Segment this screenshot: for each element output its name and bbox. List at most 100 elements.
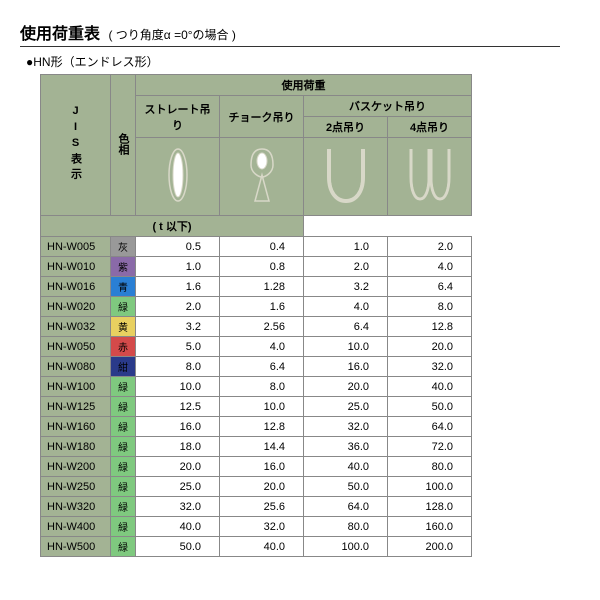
val-2pt: 25.0 — [304, 397, 388, 417]
val-2pt: 10.0 — [304, 337, 388, 357]
jis-cell: HN-W100 — [41, 377, 111, 397]
val-straight: 10.0 — [136, 377, 220, 397]
val-choke: 32.0 — [220, 517, 304, 537]
table-row: HN-W320 緑 32.0 25.6 64.0 128.0 — [41, 497, 472, 517]
jis-cell: HN-W020 — [41, 297, 111, 317]
col-2pt: 2点吊り — [304, 117, 388, 138]
val-straight: 16.0 — [136, 417, 220, 437]
color-cell: 灰 — [111, 237, 136, 257]
val-4pt: 4.0 — [388, 257, 472, 277]
val-2pt: 16.0 — [304, 357, 388, 377]
table-row: HN-W500 緑 50.0 40.0 100.0 200.0 — [41, 537, 472, 557]
jis-cell: HN-W500 — [41, 537, 111, 557]
val-straight: 1.0 — [136, 257, 220, 277]
table-row: HN-W080 紺 8.0 6.4 16.0 32.0 — [41, 357, 472, 377]
val-4pt: 80.0 — [388, 457, 472, 477]
table-row: HN-W020 緑 2.0 1.6 4.0 8.0 — [41, 297, 472, 317]
val-2pt: 40.0 — [304, 457, 388, 477]
table-row: HN-W200 緑 20.0 16.0 40.0 80.0 — [41, 457, 472, 477]
val-2pt: 32.0 — [304, 417, 388, 437]
val-4pt: 72.0 — [388, 437, 472, 457]
val-straight: 0.5 — [136, 237, 220, 257]
col-color: 色相 — [111, 75, 136, 216]
val-4pt: 64.0 — [388, 417, 472, 437]
val-straight: 50.0 — [136, 537, 220, 557]
val-straight: 12.5 — [136, 397, 220, 417]
val-choke: 20.0 — [220, 477, 304, 497]
unit-row: ( t 以下) — [41, 216, 304, 237]
icon-straight — [136, 138, 220, 216]
col-load: 使用荷重 — [136, 75, 472, 96]
table-row: HN-W160 緑 16.0 12.8 32.0 64.0 — [41, 417, 472, 437]
val-choke: 0.4 — [220, 237, 304, 257]
col-4pt: 4点吊り — [388, 117, 472, 138]
val-straight: 32.0 — [136, 497, 220, 517]
icon-choke — [220, 138, 304, 216]
val-4pt: 50.0 — [388, 397, 472, 417]
val-straight: 5.0 — [136, 337, 220, 357]
val-choke: 16.0 — [220, 457, 304, 477]
val-choke: 40.0 — [220, 537, 304, 557]
val-4pt: 8.0 — [388, 297, 472, 317]
color-cell: 紺 — [111, 357, 136, 377]
val-2pt: 64.0 — [304, 497, 388, 517]
type-label: ●HN形（エンドレス形） — [26, 53, 580, 70]
val-2pt: 3.2 — [304, 277, 388, 297]
val-2pt: 6.4 — [304, 317, 388, 337]
table-row: HN-W050 赤 5.0 4.0 10.0 20.0 — [41, 337, 472, 357]
val-2pt: 36.0 — [304, 437, 388, 457]
icon-basket2 — [304, 138, 388, 216]
val-2pt: 2.0 — [304, 257, 388, 277]
color-cell: 黄 — [111, 317, 136, 337]
table-row: HN-W250 緑 25.0 20.0 50.0 100.0 — [41, 477, 472, 497]
val-2pt: 4.0 — [304, 297, 388, 317]
color-cell: 緑 — [111, 477, 136, 497]
table-row: HN-W010 紫 1.0 0.8 2.0 4.0 — [41, 257, 472, 277]
val-4pt: 6.4 — [388, 277, 472, 297]
table-row: HN-W100 緑 10.0 8.0 20.0 40.0 — [41, 377, 472, 397]
jis-cell: HN-W400 — [41, 517, 111, 537]
load-table: JIS表示 色相 使用荷重 ストレート吊り チョーク吊り バスケット吊り 2点吊… — [40, 74, 472, 557]
page-title: 使用荷重表 — [20, 26, 100, 43]
col-choke: チョーク吊り — [220, 96, 304, 138]
table-row: HN-W005 灰 0.5 0.4 1.0 2.0 — [41, 237, 472, 257]
jis-cell: HN-W010 — [41, 257, 111, 277]
val-straight: 1.6 — [136, 277, 220, 297]
col-straight: ストレート吊り — [136, 96, 220, 138]
color-cell: 緑 — [111, 377, 136, 397]
val-straight: 40.0 — [136, 517, 220, 537]
val-straight: 2.0 — [136, 297, 220, 317]
color-cell: 緑 — [111, 537, 136, 557]
jis-cell: HN-W080 — [41, 357, 111, 377]
icon-basket4 — [388, 138, 472, 216]
table-row: HN-W032 黄 3.2 2.56 6.4 12.8 — [41, 317, 472, 337]
val-4pt: 12.8 — [388, 317, 472, 337]
val-straight: 20.0 — [136, 457, 220, 477]
val-4pt: 20.0 — [388, 337, 472, 357]
jis-cell: HN-W032 — [41, 317, 111, 337]
jis-cell: HN-W125 — [41, 397, 111, 417]
val-straight: 25.0 — [136, 477, 220, 497]
val-4pt: 128.0 — [388, 497, 472, 517]
val-choke: 10.0 — [220, 397, 304, 417]
val-straight: 8.0 — [136, 357, 220, 377]
jis-cell: HN-W050 — [41, 337, 111, 357]
val-choke: 1.28 — [220, 277, 304, 297]
val-choke: 2.56 — [220, 317, 304, 337]
val-choke: 6.4 — [220, 357, 304, 377]
table-row: HN-W125 緑 12.5 10.0 25.0 50.0 — [41, 397, 472, 417]
color-cell: 緑 — [111, 497, 136, 517]
val-choke: 8.0 — [220, 377, 304, 397]
jis-cell: HN-W016 — [41, 277, 111, 297]
val-2pt: 1.0 — [304, 237, 388, 257]
val-4pt: 2.0 — [388, 237, 472, 257]
val-2pt: 100.0 — [304, 537, 388, 557]
val-choke: 1.6 — [220, 297, 304, 317]
val-2pt: 20.0 — [304, 377, 388, 397]
color-cell: 緑 — [111, 457, 136, 477]
title-block: 使用荷重表 ( つり角度α =0°の場合 ) — [20, 20, 560, 47]
jis-cell: HN-W160 — [41, 417, 111, 437]
jis-cell: HN-W200 — [41, 457, 111, 477]
val-choke: 4.0 — [220, 337, 304, 357]
color-cell: 緑 — [111, 297, 136, 317]
